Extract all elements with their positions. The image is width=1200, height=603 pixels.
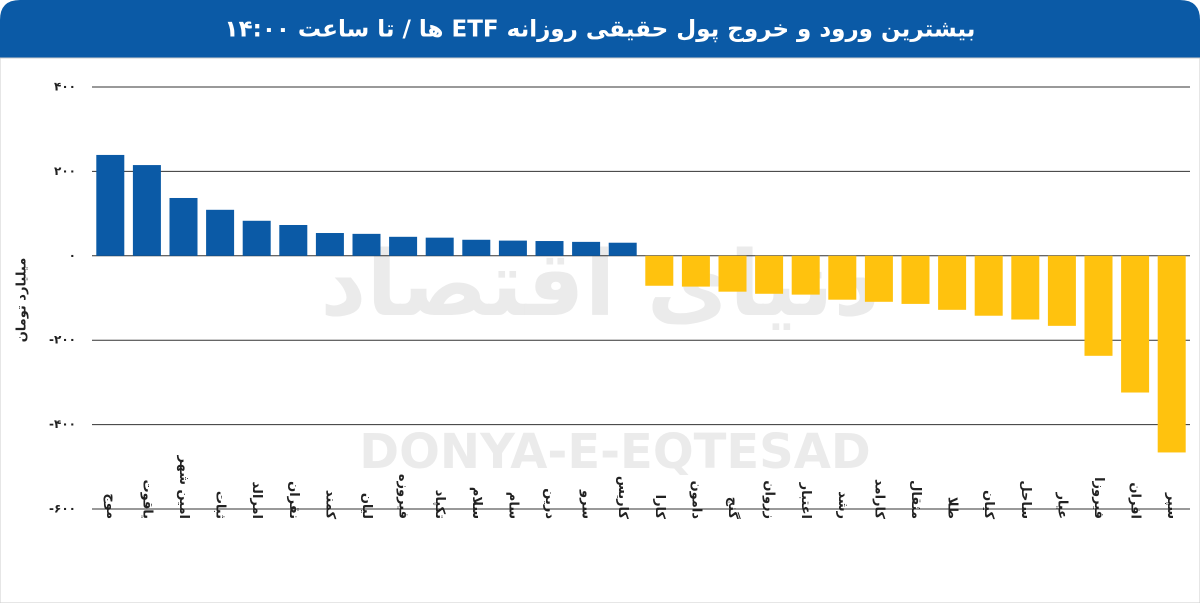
y-tick-label: ۰ (69, 248, 76, 262)
y-tick-label: -۴۰۰ (49, 417, 76, 431)
x-tick-label: نقران (286, 481, 301, 519)
bar (315, 233, 344, 256)
x-tick-label: سلام (469, 487, 484, 519)
x-tick-label: ساحل (1018, 480, 1033, 519)
x-tick-label: سام (505, 492, 520, 519)
frame (0, 57, 1200, 603)
bar (1047, 255, 1076, 326)
bar (864, 255, 893, 302)
bar (755, 255, 784, 294)
x-tick-label: عیار (1054, 491, 1069, 519)
bar (791, 255, 820, 295)
x-tick-label: لیان (359, 493, 374, 519)
x-tick-label: مثقال (908, 480, 923, 519)
chart-title: بیشترین ورود و خروج پول حقیقی روزانه ETF… (225, 17, 976, 43)
y-tick-label: -۶۰۰ (49, 502, 76, 516)
bar (828, 255, 857, 300)
x-tick-label: سپر (1164, 492, 1179, 519)
x-tick-label: امرالد (249, 482, 264, 519)
x-tick-label: زروان (762, 480, 777, 519)
bar (132, 165, 161, 256)
x-tick-label: کارامد (871, 479, 886, 519)
bar (608, 242, 637, 256)
x-tick-label: امین شهر (176, 455, 191, 520)
bar (535, 241, 564, 256)
x-tick-label: کارا (652, 495, 667, 520)
bar (498, 240, 527, 256)
bar (938, 255, 967, 310)
bar (1121, 255, 1150, 393)
x-tick-label: درین (542, 488, 557, 519)
bar (901, 255, 930, 304)
bar (974, 255, 1003, 316)
bar (96, 154, 125, 256)
x-tick-label: ثبات (213, 491, 228, 519)
bar (572, 241, 601, 256)
x-tick-label: کمند (322, 490, 337, 520)
bar (1157, 255, 1186, 453)
x-tick-label: فیروزه (396, 474, 411, 519)
x-tick-label: دامون (688, 481, 703, 520)
bar (645, 255, 674, 286)
y-tick-label: -۲۰۰ (49, 333, 76, 347)
bar (242, 220, 271, 256)
header-bar (0, 0, 1200, 58)
bar (279, 224, 308, 256)
x-tick-label: سرو (579, 489, 594, 519)
bar (425, 237, 454, 256)
x-tick-label: تکپاد (432, 490, 447, 519)
x-tick-label: کیان (981, 490, 996, 519)
y-axis-label: میلیارد تومان (15, 258, 30, 343)
bar (206, 209, 235, 256)
y-tick-label: ۴۰۰ (54, 80, 76, 94)
bar (718, 255, 747, 292)
x-tick-label: اعتبار (798, 482, 813, 519)
bar (169, 197, 198, 256)
x-tick-label: موج (103, 493, 118, 519)
x-tick-label: یاقوت (139, 480, 154, 520)
watermark: DONYA-E-EQTESAD (359, 424, 870, 480)
x-tick-label: گنج (725, 497, 741, 520)
bar (462, 239, 491, 256)
bar (352, 233, 381, 256)
y-tick-label: ۲۰۰ (54, 164, 76, 178)
bar (389, 236, 418, 256)
bar (1084, 255, 1113, 356)
x-tick-label: طلا (945, 497, 960, 519)
bar (1011, 255, 1040, 320)
x-tick-label: فیروزا (1091, 477, 1106, 519)
x-tick-label: افران (1128, 482, 1143, 519)
bar (681, 255, 710, 287)
x-tick-label: کاریس (615, 476, 630, 520)
x-tick-label: رشد (835, 491, 850, 519)
